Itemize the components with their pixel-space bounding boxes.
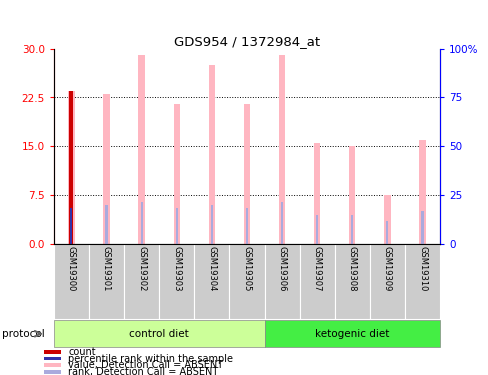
- Bar: [419, 140, 425, 244]
- Bar: [210, 205, 212, 244]
- Bar: [244, 104, 249, 244]
- Title: GDS954 / 1372984_at: GDS954 / 1372984_at: [174, 34, 319, 48]
- Bar: [70, 208, 72, 244]
- Text: GSM19310: GSM19310: [417, 246, 426, 291]
- Bar: [175, 208, 178, 244]
- Bar: [229, 244, 264, 319]
- Bar: [159, 244, 194, 319]
- Text: GSM19305: GSM19305: [242, 246, 251, 291]
- Bar: [103, 94, 109, 244]
- Bar: [278, 55, 285, 244]
- Bar: [386, 221, 387, 244]
- Text: GSM19302: GSM19302: [137, 246, 146, 291]
- Bar: [124, 244, 159, 319]
- Text: protocol: protocol: [2, 329, 45, 339]
- Bar: [281, 201, 283, 244]
- Text: ketogenic diet: ketogenic diet: [314, 329, 389, 339]
- Bar: [54, 320, 264, 347]
- Text: GSM19304: GSM19304: [207, 246, 216, 291]
- Bar: [369, 244, 404, 319]
- Text: GSM19301: GSM19301: [102, 246, 111, 291]
- Text: percentile rank within the sample: percentile rank within the sample: [68, 354, 233, 364]
- Text: GSM19307: GSM19307: [312, 246, 321, 291]
- Bar: [264, 244, 299, 319]
- Bar: [245, 208, 247, 244]
- Bar: [350, 214, 353, 244]
- Bar: [44, 370, 61, 374]
- Text: count: count: [68, 347, 96, 357]
- Text: rank, Detection Call = ABSENT: rank, Detection Call = ABSENT: [68, 367, 218, 375]
- Text: GSM19309: GSM19309: [382, 246, 391, 291]
- Text: GSM19300: GSM19300: [67, 246, 76, 291]
- Text: value, Detection Call = ABSENT: value, Detection Call = ABSENT: [68, 360, 223, 370]
- Bar: [70, 208, 72, 244]
- Bar: [384, 195, 390, 244]
- Bar: [89, 244, 124, 319]
- Bar: [313, 143, 320, 244]
- Bar: [140, 201, 142, 244]
- Bar: [334, 244, 369, 319]
- Bar: [44, 357, 61, 360]
- Bar: [299, 244, 334, 319]
- Bar: [315, 214, 318, 244]
- Bar: [194, 244, 229, 319]
- Text: GSM19306: GSM19306: [277, 246, 286, 291]
- Bar: [138, 55, 144, 244]
- Bar: [69, 91, 73, 244]
- Bar: [404, 244, 439, 319]
- Bar: [44, 363, 61, 367]
- Bar: [421, 211, 423, 244]
- Text: control diet: control diet: [129, 329, 189, 339]
- Bar: [348, 146, 355, 244]
- Bar: [54, 244, 89, 319]
- Bar: [68, 91, 74, 244]
- Bar: [264, 320, 439, 347]
- Text: GSM19308: GSM19308: [347, 246, 356, 291]
- Text: GSM19303: GSM19303: [172, 246, 181, 291]
- Bar: [44, 350, 61, 354]
- Bar: [173, 104, 180, 244]
- Bar: [105, 205, 107, 244]
- Bar: [208, 65, 215, 244]
